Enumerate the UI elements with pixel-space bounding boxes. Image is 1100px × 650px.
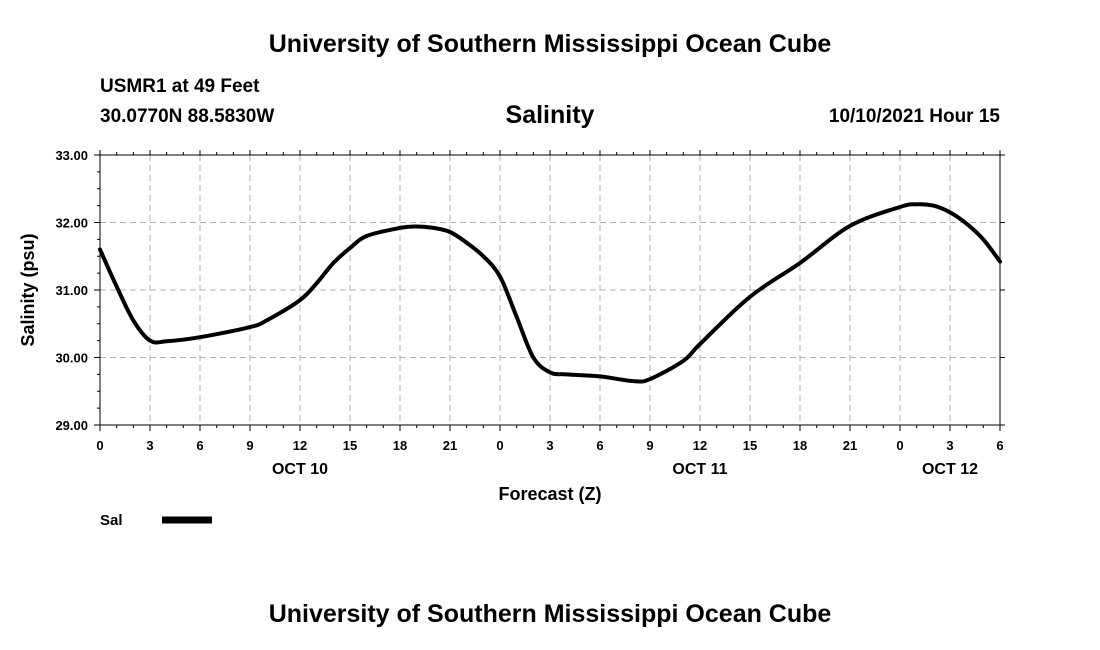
y-axis-ticks: 29.00 30.00 31.00 32.00 33.00 [55,148,1005,433]
x-tick-label: 21 [443,438,457,453]
x-tick-label: 0 [96,438,103,453]
y-tick-label: 33.00 [55,148,88,163]
x-tick-label: 6 [996,438,1003,453]
header-title: University of Southern Mississippi Ocean… [268,30,832,58]
legend-label: Sal [100,512,123,529]
y-axis-label: Salinity (psu) [18,233,38,346]
x-tick-label: 21 [843,438,857,453]
station-label: USMR1 at 49 Feet [100,76,260,97]
day-labels: OCT 10 OCT 11 OCT 12 [272,461,978,478]
x-tick-label: 6 [596,438,603,453]
x-tick-label: 9 [646,438,653,453]
legend: Sal [100,512,212,529]
day-label: OCT 12 [922,461,978,478]
y-tick-label: 30.00 [55,351,88,366]
x-axis-label: Forecast (Z) [498,484,601,504]
x-tick-label: 15 [343,438,357,453]
day-label: OCT 10 [272,461,328,478]
coordinates-label: 30.0770N 88.5830W [100,106,275,127]
x-tick-label: 3 [146,438,153,453]
x-tick-label: 18 [393,438,407,453]
x-tick-label: 0 [896,438,903,453]
y-tick-label: 32.00 [55,216,88,231]
x-tick-label: 12 [693,438,707,453]
x-tick-label: 18 [793,438,807,453]
x-tick-label: 3 [946,438,953,453]
y-tick-label: 31.00 [55,283,88,298]
x-axis-ticks: 0 3 6 9 12 15 18 21 0 3 6 9 12 15 18 21 0 3 6 [96,150,1004,453]
x-tick-label: 15 [743,438,757,453]
x-tick-label: 6 [196,438,203,453]
grid-lines [100,155,1000,425]
datetime-label: 10/10/2021 Hour 15 [828,106,1000,127]
footer-title: University of Southern Mississippi Ocean… [268,600,832,628]
y-tick-label: 29.00 [55,418,88,433]
chart-title: Salinity [505,101,595,129]
x-tick-label: 0 [496,438,503,453]
x-tick-label: 9 [246,438,253,453]
salinity-series-line [98,202,1002,384]
day-label: OCT 11 [672,461,727,478]
x-tick-label: 3 [546,438,553,453]
x-tick-label: 12 [293,438,307,453]
